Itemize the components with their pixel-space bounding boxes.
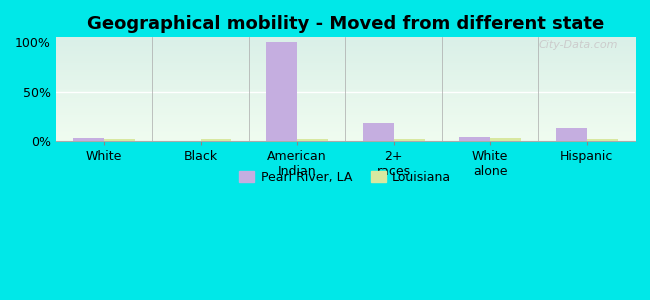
Bar bbox=[201, 140, 231, 141]
Bar bbox=[587, 140, 618, 141]
Bar bbox=[460, 137, 490, 141]
Legend: Pearl River, LA, Louisiana: Pearl River, LA, Louisiana bbox=[235, 166, 456, 189]
Bar bbox=[73, 138, 104, 141]
Title: Geographical mobility - Moved from different state: Geographical mobility - Moved from diffe… bbox=[86, 15, 604, 33]
Text: City-Data.com: City-Data.com bbox=[538, 40, 617, 50]
Bar bbox=[266, 42, 297, 141]
Bar bbox=[394, 139, 424, 141]
Bar bbox=[104, 139, 135, 141]
Bar bbox=[490, 138, 521, 141]
Bar bbox=[556, 128, 587, 141]
Bar bbox=[363, 123, 394, 141]
Bar bbox=[297, 139, 328, 141]
